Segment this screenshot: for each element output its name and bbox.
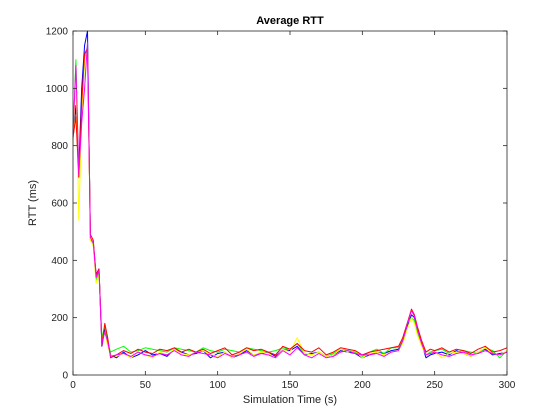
chart-title: Average RTT	[256, 15, 324, 27]
series-line-5	[72, 42, 508, 359]
y-tick-label: 1000	[46, 84, 69, 95]
y-tick-label: 600	[51, 199, 68, 210]
y-tick-label: 200	[51, 313, 68, 324]
x-tick-label: 150	[282, 380, 299, 391]
y-tick-label: 800	[51, 141, 68, 152]
x-tick-label: 250	[426, 380, 443, 391]
x-axis-label: Simulation Time (s)	[243, 394, 337, 406]
y-tick-label: 400	[51, 256, 68, 267]
x-tick-label: 50	[140, 380, 152, 391]
x-tick-label: 100	[209, 380, 226, 391]
y-tick-label: 0	[62, 371, 68, 382]
x-tick-label: 200	[354, 380, 371, 391]
plot-area	[73, 31, 507, 375]
x-tick-label: 300	[499, 380, 516, 391]
series-layer	[72, 30, 508, 359]
y-tick-label: 1200	[46, 27, 69, 38]
ticks-layer: 0 50 100 150 200 250 300 0 200 400 600 800 1000 1200	[46, 27, 516, 392]
series-line-4	[72, 47, 508, 359]
x-tick-label: 0	[70, 380, 76, 391]
y-axis-label: RTT (ms)	[27, 180, 39, 226]
